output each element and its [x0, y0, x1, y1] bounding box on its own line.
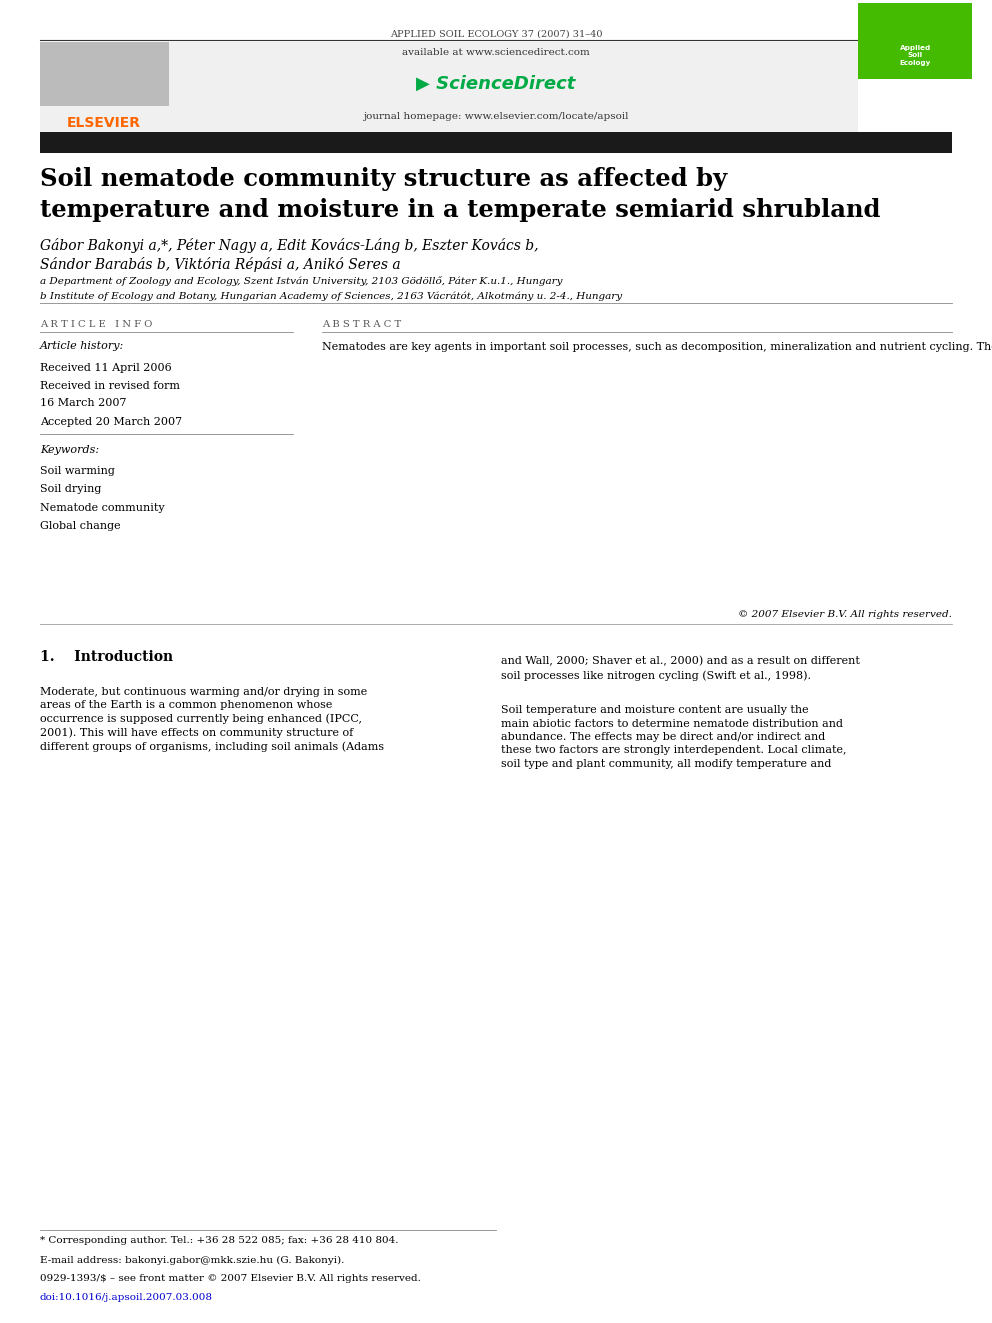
Text: Global change: Global change [40, 521, 120, 532]
Text: Accepted 20 March 2007: Accepted 20 March 2007 [40, 417, 182, 427]
Text: Soil warming: Soil warming [40, 466, 114, 476]
Text: Article history:: Article history: [40, 341, 124, 352]
Text: 16 March 2007: 16 March 2007 [40, 398, 126, 409]
Text: doi:10.1016/j.apsoil.2007.03.008: doi:10.1016/j.apsoil.2007.03.008 [40, 1293, 212, 1302]
Text: Moderate, but continuous warming and/or drying in some
areas of the Earth is a c: Moderate, but continuous warming and/or … [40, 687, 384, 753]
Text: Soil temperature and moisture content are usually the
main abiotic factors to de: Soil temperature and moisture content ar… [501, 705, 846, 769]
Text: ▶ ScienceDirect: ▶ ScienceDirect [417, 74, 575, 93]
Text: APPLIED SOIL ECOLOGY 37 (2007) 31–40: APPLIED SOIL ECOLOGY 37 (2007) 31–40 [390, 29, 602, 38]
Text: © 2007 Elsevier B.V. All rights reserved.: © 2007 Elsevier B.V. All rights reserved… [738, 610, 952, 619]
Text: * Corresponding author. Tel.: +36 28 522 085; fax: +36 28 410 804.: * Corresponding author. Tel.: +36 28 522… [40, 1236, 398, 1245]
Text: and Wall, 2000; Shaver et al., 2000) and as a result on different
soil processes: and Wall, 2000; Shaver et al., 2000) and… [501, 656, 860, 681]
Text: Applied
Soil
Ecology: Applied Soil Ecology [900, 45, 930, 66]
Text: Soil nematode community structure as affected by: Soil nematode community structure as aff… [40, 167, 727, 191]
Text: ELSEVIER: ELSEVIER [67, 116, 141, 130]
Text: available at www.sciencedirect.com: available at www.sciencedirect.com [402, 49, 590, 57]
Text: Gábor Bakonyi a,*, Péter Nagy a, Edit Kovács-Láng b, Eszter Kovács b,: Gábor Bakonyi a,*, Péter Nagy a, Edit Ko… [40, 238, 539, 253]
Text: Nematode community: Nematode community [40, 503, 165, 513]
FancyBboxPatch shape [40, 132, 952, 153]
Text: E-mail address: bakonyi.gabor@mkk.szie.hu (G. Bakonyi).: E-mail address: bakonyi.gabor@mkk.szie.h… [40, 1256, 344, 1265]
Text: temperature and moisture in a temperate semiarid shrubland: temperature and moisture in a temperate … [40, 198, 880, 222]
Text: Received 11 April 2006: Received 11 April 2006 [40, 363, 172, 373]
Text: A B S T R A C T: A B S T R A C T [322, 320, 402, 329]
Text: a Department of Zoology and Ecology, Szent István University, 2103 Gödöllő, Páte: a Department of Zoology and Ecology, Sze… [40, 277, 562, 286]
Text: A R T I C L E   I N F O: A R T I C L E I N F O [40, 320, 152, 329]
Text: Nematodes are key agents in important soil processes, such as decomposition, min: Nematodes are key agents in important so… [322, 341, 992, 352]
Text: 0929-1393/$ – see front matter © 2007 Elsevier B.V. All rights reserved.: 0929-1393/$ – see front matter © 2007 El… [40, 1274, 421, 1283]
Text: Keywords:: Keywords: [40, 445, 99, 455]
Text: Soil drying: Soil drying [40, 484, 101, 495]
FancyBboxPatch shape [858, 3, 972, 79]
FancyBboxPatch shape [40, 42, 169, 106]
Text: b Institute of Ecology and Botany, Hungarian Academy of Sciences, 2163 Vácrátót,: b Institute of Ecology and Botany, Hunga… [40, 291, 622, 300]
Text: Sándor Barabás b, Viktória Répási a, Anikó Seres a: Sándor Barabás b, Viktória Répási a, Ani… [40, 257, 401, 271]
Text: 1.    Introduction: 1. Introduction [40, 650, 173, 664]
Text: journal homepage: www.elsevier.com/locate/apsoil: journal homepage: www.elsevier.com/locat… [363, 112, 629, 120]
Text: Received in revised form: Received in revised form [40, 381, 180, 392]
FancyBboxPatch shape [40, 42, 858, 132]
